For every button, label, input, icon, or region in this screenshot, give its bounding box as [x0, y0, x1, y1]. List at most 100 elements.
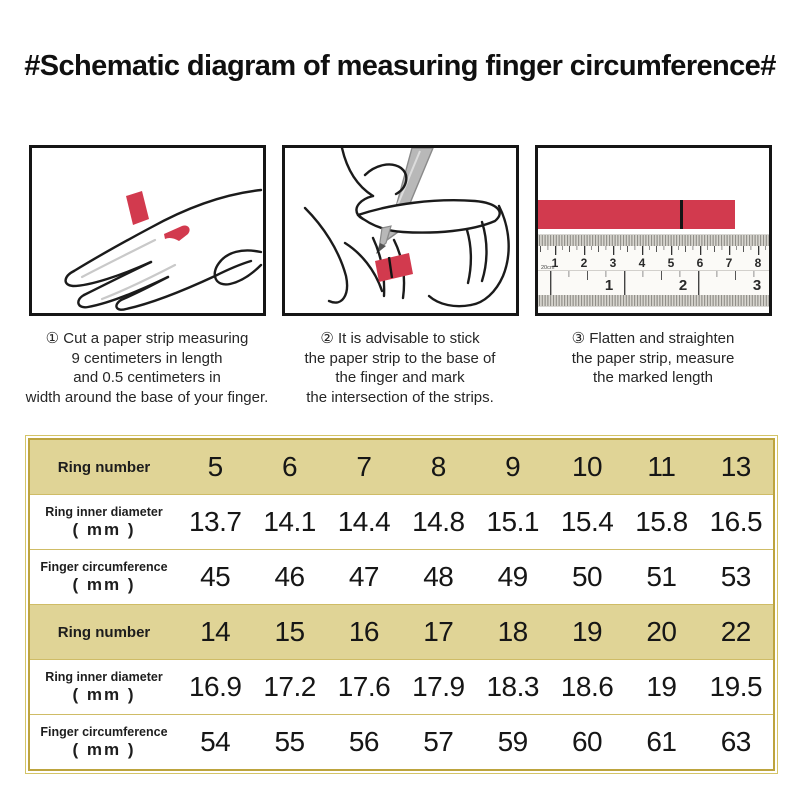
size-value: 9 — [475, 440, 550, 494]
ruler-cm-number: 2 — [580, 256, 587, 270]
size-value: 11 — [624, 440, 699, 494]
size-value: 20 — [624, 604, 699, 659]
size-value: 18 — [475, 604, 550, 659]
size-value: 15.1 — [475, 494, 550, 549]
ruler-cm-unit-label: 20cm — [541, 265, 555, 271]
size-value: 19 — [624, 659, 699, 714]
red-paper-strip — [537, 200, 735, 229]
row-label: Ring inner diameter ( mm ) — [30, 659, 178, 714]
steps-row: ① Cut a paper strip measuring 9 centimet… — [0, 145, 800, 407]
ruler-cm-number: 8 — [754, 256, 761, 270]
pen-marking-strip-illustration — [303, 148, 510, 308]
red-paper-strip — [125, 191, 190, 241]
size-value: 19.5 — [698, 659, 773, 714]
step-1: ① Cut a paper strip measuring 9 centimet… — [26, 145, 268, 407]
hand-with-paper-strip-illustration — [63, 188, 262, 311]
caption-line: width around the base of your finger. — [25, 388, 269, 406]
ruler-cm-number: 7 — [725, 256, 732, 270]
size-value: 18.6 — [549, 659, 625, 714]
red-paper-strip — [374, 253, 413, 282]
size-value: 53 — [698, 549, 773, 604]
ring-size-table: Ring number 5 6 7 8 9 10 11 13 Ring inne… — [28, 438, 775, 771]
size-value: 55 — [252, 714, 327, 769]
ring-number-row: Ring number 5 6 7 8 9 10 11 13 — [30, 440, 773, 494]
size-value: 61 — [624, 714, 699, 769]
size-value: 14.8 — [401, 494, 476, 549]
step-3: 1 2 3 4 5 6 7 8 20cm 1 — [532, 145, 774, 407]
caption-line: 9 centimeters in length — [71, 349, 223, 367]
step-1-caption: ① Cut a paper strip measuring 9 centimet… — [26, 329, 269, 407]
size-value: 18.3 — [475, 659, 550, 714]
size-value: 13 — [698, 440, 773, 494]
ruler-cm-number: 4 — [638, 256, 645, 270]
size-value: 17.9 — [401, 659, 476, 714]
size-value: 22 — [698, 604, 773, 659]
caption-line: and 0.5 centimeters in — [73, 369, 221, 386]
size-value: 54 — [178, 714, 253, 769]
ruler-inch-number: 3 — [752, 277, 760, 294]
step-2-caption: ② It is advisable to stick the paper str… — [305, 329, 496, 407]
row-label: Ring inner diameter ( mm ) — [30, 494, 178, 549]
size-value: 16.9 — [178, 659, 253, 714]
caption-line: the paper strip, measure — [571, 349, 735, 367]
page-title: #Schematic diagram of measuring finger c… — [24, 50, 776, 82]
ruler-cm-number: 3 — [609, 256, 616, 270]
caption-line: ② It is advisable to stick — [320, 330, 480, 347]
step-2-panel — [281, 145, 519, 316]
size-value: 17.2 — [252, 659, 327, 714]
step-2: ② It is advisable to stick the paper str… — [279, 145, 521, 407]
size-value: 51 — [624, 549, 699, 604]
caption-line: the paper strip to the base of — [304, 349, 496, 367]
caption-line: ③ Flatten and straighten — [571, 330, 735, 347]
ruler: 1 2 3 4 5 6 7 8 20cm 1 — [537, 234, 769, 307]
size-value: 7 — [326, 440, 402, 494]
caption-line: the intersection of the strips. — [306, 388, 494, 406]
size-value: 5 — [178, 440, 253, 494]
size-value: 15.8 — [624, 494, 699, 549]
size-value: 19 — [549, 604, 625, 659]
size-value: 17 — [401, 604, 476, 659]
step-1-panel — [28, 145, 266, 316]
size-value: 47 — [326, 549, 402, 604]
size-value: 16.5 — [698, 494, 773, 549]
marked-line — [679, 200, 683, 229]
size-value: 59 — [475, 714, 550, 769]
marked-line — [387, 256, 393, 279]
ruler-inch-number: 2 — [678, 277, 686, 294]
ruler-cm-number: 5 — [667, 256, 674, 270]
size-value: 16 — [326, 604, 402, 659]
size-value: 15.4 — [549, 494, 625, 549]
size-value: 14.1 — [252, 494, 327, 549]
size-value: 60 — [549, 714, 625, 769]
size-value: 17.6 — [326, 659, 402, 714]
size-value: 48 — [401, 549, 476, 604]
row-label: Finger circumference ( mm ) — [30, 714, 178, 769]
step-3-panel: 1 2 3 4 5 6 7 8 20cm 1 — [534, 145, 772, 316]
inner-diameter-row: Ring inner diameter ( mm ) 13.7 14.1 14.… — [30, 494, 773, 549]
ruler-cm-number: 6 — [696, 256, 703, 270]
ruler-measuring-strip-illustration: 1 2 3 4 5 6 7 8 20cm 1 — [537, 200, 769, 307]
size-value: 57 — [401, 714, 476, 769]
size-value: 56 — [326, 714, 402, 769]
caption-line: the marked length — [592, 369, 714, 386]
size-value: 15 — [252, 604, 327, 659]
size-value: 13.7 — [178, 494, 253, 549]
row-label: Ring number — [30, 604, 178, 659]
size-value: 45 — [178, 549, 253, 604]
row-label: Ring number — [30, 440, 178, 494]
ring-number-row: Ring number 14 15 16 17 18 19 20 22 — [30, 604, 773, 659]
size-value: 14 — [178, 604, 253, 659]
step-3-caption: ③ Flatten and straighten the paper strip… — [572, 329, 735, 388]
row-label: Finger circumference ( mm ) — [30, 549, 178, 604]
size-value: 46 — [252, 549, 327, 604]
circumference-row: Finger circumference ( mm ) 54 55 56 57 … — [30, 714, 773, 769]
caption-line: ① Cut a paper strip measuring — [45, 330, 249, 347]
size-value: 14.4 — [326, 494, 402, 549]
ruler-cm-number: 1 — [551, 256, 558, 270]
circumference-row: Finger circumference ( mm ) 45 46 47 48 … — [30, 549, 773, 604]
ruler-inch-number: 1 — [604, 277, 612, 294]
size-value: 6 — [252, 440, 327, 494]
size-value: 8 — [401, 440, 476, 494]
caption-line: the finger and mark — [335, 369, 465, 386]
